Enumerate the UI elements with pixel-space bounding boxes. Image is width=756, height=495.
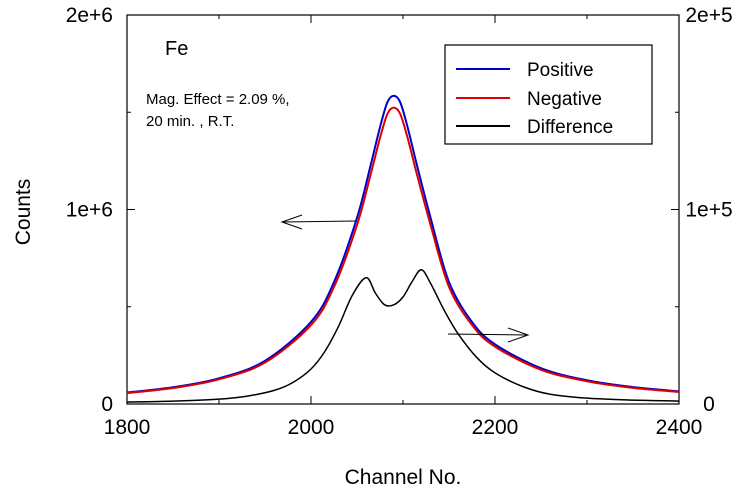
legend-label-difference: Difference (527, 117, 613, 138)
left-axis-arrow (280, 214, 357, 230)
series-line-difference (127, 269, 679, 403)
series-lines (127, 94, 679, 403)
condition-text: 20 min. , R.T. (146, 113, 234, 130)
x-tick-label: 2400 (656, 416, 703, 439)
x-tick-label: 2200 (472, 416, 519, 439)
series-line-negative (127, 106, 679, 395)
y-left-tick-label: 0 (101, 393, 113, 416)
y-right-tick-label: 1e+5 (685, 199, 732, 222)
magnetic-effect-text: Mag. Effect = 2.09 %, (146, 91, 290, 108)
axis-ticks (126, 14, 680, 405)
x-tick-label: 1800 (104, 416, 151, 439)
legend-box (444, 44, 653, 145)
sample-label: Fe (165, 38, 188, 60)
y-right-tick-label: 0 (703, 393, 715, 416)
y-axis-title: Counts (12, 179, 35, 246)
y-left-tick-label: 1e+6 (66, 199, 113, 222)
y-left-tick-label: 2e+6 (66, 4, 113, 27)
right-axis-arrow (447, 327, 530, 343)
legend: Positive Negative Difference (444, 44, 653, 145)
series-line-positive (127, 94, 679, 394)
x-axis-title: Channel No. (345, 466, 462, 489)
x-tick-label: 2000 (288, 416, 335, 439)
legend-label-negative: Negative (527, 89, 602, 110)
y-right-tick-label: 2e+5 (685, 4, 732, 27)
legend-label-positive: Positive (527, 60, 594, 81)
